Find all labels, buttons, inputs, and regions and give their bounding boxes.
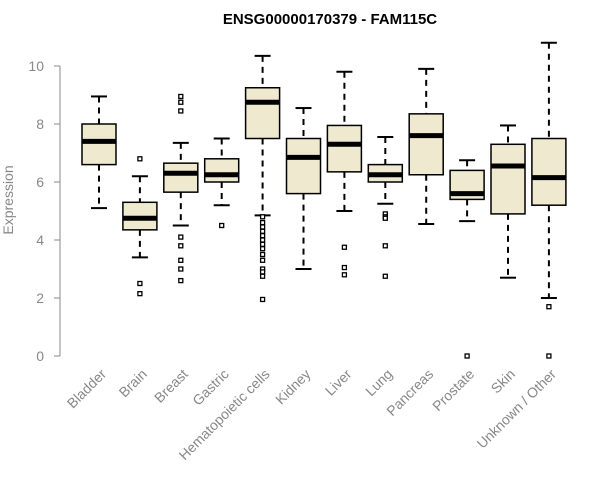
outlier-7-3 [382, 243, 388, 249]
outlier-1-1 [137, 280, 143, 287]
y-tick-label-0: 0 [36, 348, 44, 364]
outlier-4-7 [259, 246, 266, 252]
box-6 [326, 70, 363, 278]
outlier-2-0 [178, 93, 184, 100]
box-7 [367, 136, 404, 279]
outlier-4-1 [259, 219, 266, 226]
outlier-4-13 [259, 296, 266, 303]
box-11 [531, 41, 567, 359]
outlier-6-0 [341, 244, 348, 250]
outlier-4-4 [259, 232, 266, 239]
x-label-5: Kidney [272, 366, 314, 408]
box-rect-0 [81, 123, 117, 166]
outlier-6-2 [341, 272, 348, 278]
outlier-1-0 [137, 156, 143, 162]
outlier-1-2 [137, 290, 143, 297]
outlier-9-0 [464, 353, 470, 359]
y-tick-label-4: 8 [36, 116, 44, 132]
outlier-4-11 [259, 269, 266, 275]
outlier-4-3 [259, 228, 266, 234]
box-rect-4 [244, 87, 281, 140]
x-label-0: Bladder [64, 366, 110, 412]
boxes [81, 41, 567, 359]
outlier-11-1 [546, 353, 552, 359]
outlier-2-4 [178, 243, 184, 249]
outlier-2-5 [178, 257, 184, 263]
box-rect-10 [490, 143, 526, 215]
x-label-1: Brain [116, 366, 150, 400]
chart-title: ENSG00000170379 - FAM115C [223, 11, 437, 28]
box-rect-3 [203, 158, 240, 183]
box-rect-11 [531, 137, 567, 206]
outlier-2-3 [178, 234, 184, 240]
box-rect-5 [285, 137, 322, 195]
outlier-4-8 [259, 251, 266, 258]
outlier-2-1 [178, 99, 184, 105]
box-5 [285, 107, 322, 270]
x-label-2: Breast [151, 366, 191, 406]
outlier-7-4 [382, 273, 388, 279]
y-tick-label-2: 4 [36, 232, 44, 248]
x-label-6: Liver [322, 366, 355, 399]
outlier-4-2 [259, 224, 266, 230]
box-4 [244, 54, 281, 303]
box-rect-8 [408, 113, 444, 176]
outlier-7-2 [382, 215, 388, 221]
x-label-10: Skin [488, 366, 519, 397]
box-3 [203, 137, 240, 229]
box-9 [449, 159, 485, 359]
outlier-2-7 [178, 277, 184, 284]
outlier-2-2 [178, 108, 184, 114]
box-1 [122, 156, 158, 297]
outlier-4-0 [259, 214, 266, 220]
outlier-2-6 [178, 266, 184, 272]
outlier-4-12 [259, 273, 266, 279]
y-axis-label: Expression [0, 165, 16, 234]
box-0 [81, 95, 117, 210]
outlier-4-5 [259, 237, 266, 243]
outlier-3-0 [219, 222, 225, 229]
y-tick-label-3: 6 [36, 174, 44, 190]
outlier-11-0 [546, 304, 552, 310]
box-2 [163, 93, 199, 284]
box-8 [408, 67, 444, 226]
y-tick-label-1: 2 [36, 290, 44, 306]
outlier-6-1 [341, 264, 348, 271]
y-tick-label-5: 10 [28, 58, 44, 74]
outlier-4-6 [259, 241, 266, 248]
x-label-9: Prostate [429, 366, 477, 414]
box-10 [490, 124, 526, 279]
x-label-7: Lung [362, 366, 395, 399]
box-rect-6 [326, 124, 363, 173]
y-axis: 0 2 4 6 8 10 [28, 58, 61, 364]
box-rect-2 [163, 162, 199, 193]
outlier-4-9 [259, 257, 266, 263]
